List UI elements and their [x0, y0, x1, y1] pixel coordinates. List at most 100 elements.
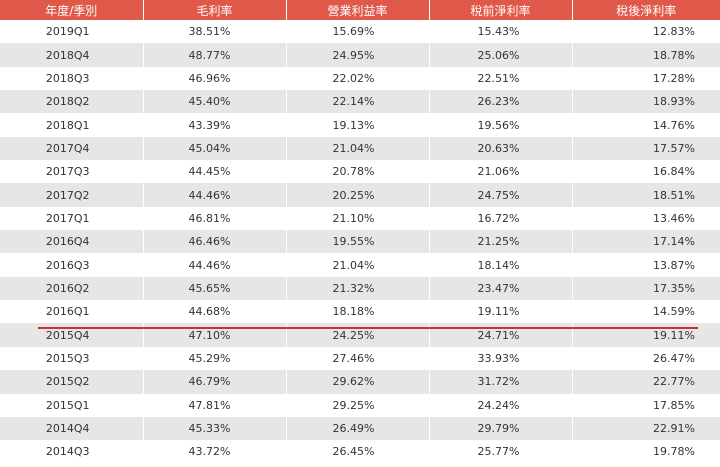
cell-pretax-margin: 29.79% — [429, 416, 573, 441]
table-row: 2015Q2 46.79% 29.62% 31.72% 22.77% — [0, 370, 720, 394]
cell-net-margin: 12.83% — [572, 20, 720, 44]
cell-net-margin: 22.77% — [572, 370, 720, 394]
table-row: 2017Q2 44.46% 20.25% 24.75% 18.51% — [0, 183, 720, 207]
table-row: 2015Q3 45.29% 27.46% 33.93% 26.47% — [0, 346, 720, 371]
table-row: 2016Q4 46.46% 19.55% 21.25% 17.14% — [0, 230, 720, 254]
table-row: 2018Q1 43.39% 19.13% 19.56% 14.76% — [0, 113, 720, 137]
table-row: 2017Q1 46.81% 21.10% 16.72% 13.46% — [0, 206, 720, 231]
cell-operating-margin: 22.14% — [286, 90, 430, 114]
cell-net-margin: 22.91% — [572, 416, 720, 441]
cell-period: 2017Q2 — [0, 183, 144, 207]
cell-pretax-margin: 25.77% — [429, 440, 573, 464]
cell-gross-margin: 44.68% — [143, 300, 287, 324]
table-body: 2019Q1 38.51% 15.69% 15.43% 12.83% 2018Q4 48.7… — [0, 20, 720, 464]
cell-pretax-margin: 19.11% — [429, 300, 573, 324]
cell-pretax-margin: 24.71% — [429, 323, 573, 347]
cell-gross-margin: 46.46% — [143, 230, 287, 254]
cell-gross-margin: 48.77% — [143, 43, 287, 67]
cell-net-margin: 17.28% — [572, 66, 720, 91]
cell-gross-margin: 45.65% — [143, 276, 287, 301]
cell-net-margin: 18.93% — [572, 90, 720, 114]
table-row: 2015Q4 47.10% 24.25% 24.71% 19.11% — [0, 323, 720, 347]
cell-net-margin: 17.35% — [572, 276, 720, 301]
cell-net-margin: 16.84% — [572, 160, 720, 184]
table-row: 2016Q2 45.65% 21.32% 23.47% 17.35% — [0, 276, 720, 301]
cell-pretax-margin: 20.63% — [429, 136, 573, 161]
header-row: 年度/季別 毛利率 營業利益率 稅前淨利率 稅後淨利率 — [0, 0, 720, 20]
cell-pretax-margin: 16.72% — [429, 206, 573, 231]
cell-operating-margin: 21.04% — [286, 253, 430, 277]
cell-pretax-margin: 22.51% — [429, 66, 573, 91]
cell-period: 2016Q4 — [0, 230, 144, 254]
cell-period: 2016Q2 — [0, 276, 144, 301]
cell-net-margin: 17.85% — [572, 393, 720, 417]
cell-period: 2015Q1 — [0, 393, 144, 417]
cell-operating-margin: 20.25% — [286, 183, 430, 207]
highlight-underline — [38, 327, 698, 329]
cell-operating-margin: 21.10% — [286, 206, 430, 231]
cell-period: 2014Q4 — [0, 416, 144, 441]
cell-gross-margin: 47.10% — [143, 323, 287, 347]
cell-gross-margin: 47.81% — [143, 393, 287, 417]
cell-operating-margin: 27.46% — [286, 346, 430, 371]
cell-pretax-margin: 23.47% — [429, 276, 573, 301]
cell-operating-margin: 26.45% — [286, 440, 430, 464]
cell-pretax-margin: 21.06% — [429, 160, 573, 184]
cell-gross-margin: 38.51% — [143, 20, 287, 44]
cell-operating-margin: 21.32% — [286, 276, 430, 301]
cell-operating-margin: 20.78% — [286, 160, 430, 184]
cell-pretax-margin: 24.75% — [429, 183, 573, 207]
cell-period: 2017Q3 — [0, 160, 144, 184]
table-row: 2018Q4 48.77% 24.95% 25.06% 18.78% — [0, 43, 720, 67]
table-row: 2014Q3 43.72% 26.45% 25.77% 19.78% — [0, 440, 720, 464]
table-row: 2017Q4 45.04% 21.04% 20.63% 17.57% — [0, 136, 720, 161]
cell-period: 2018Q1 — [0, 113, 144, 137]
cell-operating-margin: 24.25% — [286, 323, 430, 347]
cell-net-margin: 19.78% — [572, 440, 720, 464]
cell-gross-margin: 44.45% — [143, 160, 287, 184]
cell-operating-margin: 29.62% — [286, 370, 430, 394]
cell-gross-margin: 45.04% — [143, 136, 287, 161]
header-gross-margin[interactable]: 毛利率 — [143, 0, 287, 20]
header-period[interactable]: 年度/季別 — [0, 0, 144, 20]
header-operating-margin[interactable]: 營業利益率 — [286, 0, 430, 20]
cell-pretax-margin: 15.43% — [429, 20, 573, 44]
cell-operating-margin: 29.25% — [286, 393, 430, 417]
cell-period: 2016Q1 — [0, 300, 144, 324]
cell-gross-margin: 45.29% — [143, 346, 287, 371]
cell-gross-margin: 46.81% — [143, 206, 287, 231]
cell-gross-margin: 45.40% — [143, 90, 287, 114]
cell-period: 2015Q2 — [0, 370, 144, 394]
cell-pretax-margin: 31.72% — [429, 370, 573, 394]
cell-gross-margin: 45.33% — [143, 416, 287, 441]
cell-pretax-margin: 21.25% — [429, 230, 573, 254]
cell-gross-margin: 46.79% — [143, 370, 287, 394]
cell-operating-margin: 26.49% — [286, 416, 430, 441]
cell-gross-margin: 46.96% — [143, 66, 287, 91]
table-header: 年度/季別 毛利率 營業利益率 稅前淨利率 稅後淨利率 — [0, 0, 720, 20]
cell-net-margin: 13.46% — [572, 206, 720, 231]
header-pretax-margin[interactable]: 稅前淨利率 — [429, 0, 573, 20]
cell-gross-margin: 44.46% — [143, 253, 287, 277]
cell-period: 2019Q1 — [0, 20, 144, 44]
cell-period: 2018Q3 — [0, 66, 144, 91]
cell-operating-margin: 19.13% — [286, 113, 430, 137]
cell-operating-margin: 22.02% — [286, 66, 430, 91]
cell-period: 2015Q4 — [0, 323, 144, 347]
cell-operating-margin: 15.69% — [286, 20, 430, 44]
cell-pretax-margin: 19.56% — [429, 113, 573, 137]
table-row: 2016Q3 44.46% 21.04% 18.14% 13.87% — [0, 253, 720, 277]
cell-net-margin: 18.51% — [572, 183, 720, 207]
cell-pretax-margin: 18.14% — [429, 253, 573, 277]
cell-period: 2018Q2 — [0, 90, 144, 114]
cell-net-margin: 13.87% — [572, 253, 720, 277]
header-net-margin[interactable]: 稅後淨利率 — [572, 0, 720, 20]
cell-period: 2016Q3 — [0, 253, 144, 277]
cell-operating-margin: 21.04% — [286, 136, 430, 161]
cell-net-margin: 14.76% — [572, 113, 720, 137]
cell-net-margin: 17.14% — [572, 230, 720, 254]
table-row: 2014Q4 45.33% 26.49% 29.79% 22.91% — [0, 416, 720, 441]
table-row: 2015Q1 47.81% 29.25% 24.24% 17.85% — [0, 393, 720, 417]
